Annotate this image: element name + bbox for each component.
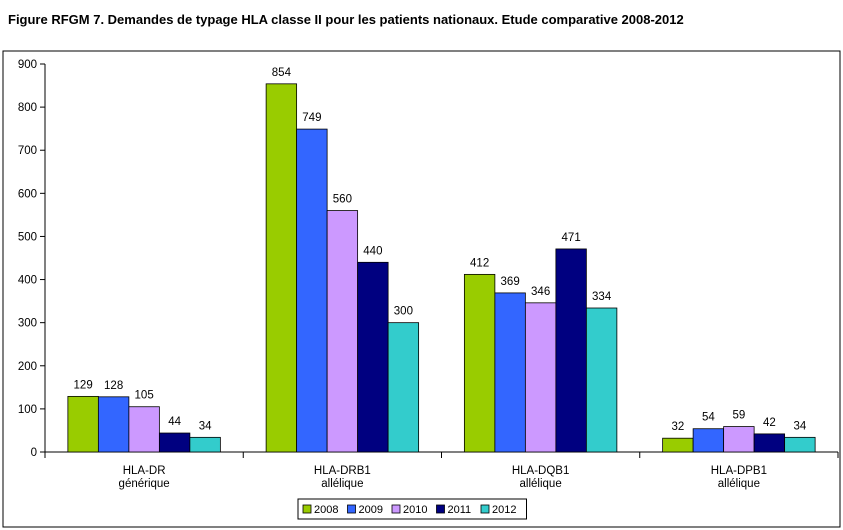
legend-swatch-2008 — [302, 504, 312, 514]
bars — [67, 83, 816, 453]
y-tick-label: 900 — [18, 59, 37, 71]
data-label: 54 — [702, 412, 715, 424]
x-category-label: HLA-DPB1 — [711, 465, 767, 477]
bar-2012 — [784, 436, 816, 453]
plot-frame — [2, 50, 841, 528]
data-label: 560 — [333, 194, 352, 206]
data-label: 300 — [394, 306, 413, 318]
data-label: 32 — [671, 421, 684, 433]
legend-label: 2012 — [492, 504, 516, 516]
bar-2012 — [585, 307, 618, 453]
y-tick-label: 200 — [18, 361, 37, 373]
chart-title: Figure RFGM 7. Demandes de typage HLA cl… — [8, 12, 684, 27]
data-label: 854 — [272, 67, 292, 79]
data-label: 42 — [763, 417, 776, 429]
legend-swatch-2012 — [480, 504, 490, 514]
bar-2010 — [326, 210, 359, 453]
bar-2012 — [189, 436, 221, 453]
bar-2010 — [524, 302, 557, 453]
y-tick-label: 300 — [18, 318, 37, 330]
y-tick-label: 600 — [18, 188, 37, 200]
data-label: 59 — [732, 410, 745, 422]
bar-2008 — [662, 437, 694, 453]
bar-2011 — [753, 433, 786, 453]
legend-swatch-2011 — [436, 504, 445, 514]
legend-label: 2009 — [359, 504, 383, 516]
data-label: 34 — [793, 420, 806, 432]
data-label: 471 — [562, 232, 581, 244]
y-tick-label: 800 — [18, 102, 37, 114]
x-category-label: HLA-DRB1 — [314, 465, 371, 477]
data-label: 346 — [531, 286, 550, 298]
bar-2009 — [692, 428, 725, 453]
x-category-label: HLA-DQB1 — [512, 465, 570, 477]
bar-2012 — [387, 322, 420, 453]
legend-label: 2011 — [448, 504, 472, 516]
data-label: 749 — [302, 112, 321, 124]
data-label: 369 — [501, 276, 520, 288]
bar-2011 — [555, 248, 587, 453]
bar-2010 — [723, 426, 755, 453]
data-label: 128 — [104, 380, 123, 392]
bar-2010 — [128, 406, 160, 453]
data-label: 44 — [168, 416, 181, 428]
y-axis: 0 100 200 300 400 500 600 700 800 900 — [18, 59, 46, 459]
x-category-label: allélique — [718, 478, 760, 490]
y-tick-label: 500 — [18, 231, 37, 243]
bar-2011 — [357, 261, 389, 453]
bar-2009 — [494, 292, 526, 453]
y-tick-label: 700 — [18, 145, 37, 157]
legend-swatch-2009 — [347, 504, 356, 514]
x-category-label: allélique — [520, 478, 562, 490]
y-tick-label: 0 — [31, 447, 37, 459]
data-label: 34 — [199, 420, 212, 432]
data-labels: 129 128 105 44 34 854 749 560 440 300 412 369 346 471… — [74, 67, 807, 433]
legend-label: 2010 — [403, 504, 427, 516]
bar-2009 — [97, 396, 130, 453]
data-label: 412 — [470, 257, 489, 269]
bar-2008 — [463, 273, 496, 453]
x-category-label: générique — [119, 478, 170, 490]
x-category-label: allélique — [321, 478, 363, 490]
data-label: 440 — [363, 245, 382, 257]
data-label: 105 — [135, 390, 154, 402]
y-tick-label: 100 — [18, 404, 37, 416]
legend-label: 2008 — [314, 504, 338, 516]
legend-box — [297, 498, 527, 520]
legend-swatch-2010 — [391, 504, 401, 514]
data-label: 334 — [592, 291, 612, 303]
y-tick-label: 400 — [18, 275, 37, 287]
bar-2011 — [158, 432, 191, 453]
bar-2008 — [67, 395, 99, 453]
bar-2009 — [296, 128, 328, 453]
x-category-label: HLA-DR — [123, 465, 166, 477]
data-label: 129 — [74, 379, 93, 391]
bar-2008 — [265, 83, 298, 453]
legend: 2008 2009 2010 2011 2012 — [297, 498, 527, 520]
